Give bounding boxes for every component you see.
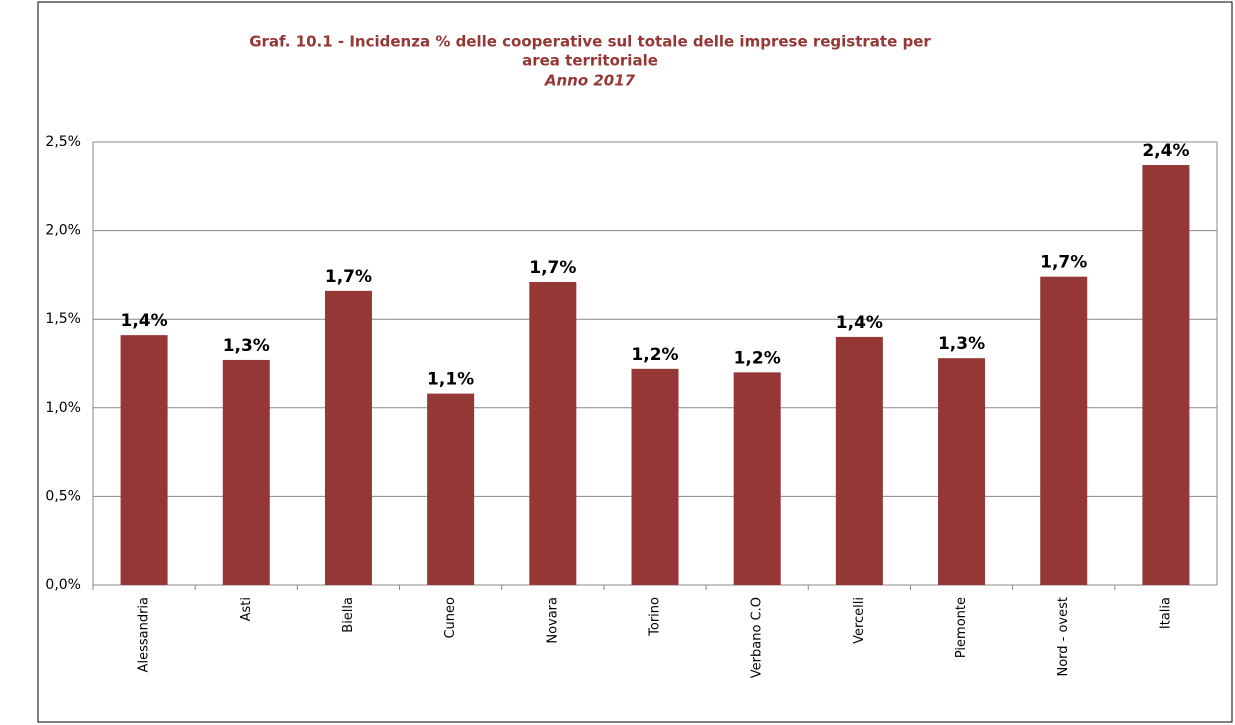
x-tick-label: Nord - ovest <box>1056 597 1071 677</box>
bar <box>938 358 986 585</box>
bar <box>427 393 475 585</box>
y-tick-label: 2,5% <box>45 134 81 150</box>
x-tick-label: Piemonte <box>954 597 969 658</box>
data-label: 1,3% <box>938 334 985 354</box>
bar <box>120 335 168 585</box>
data-label: 1,7% <box>529 258 576 278</box>
data-label: 1,1% <box>427 370 474 390</box>
data-label: 2,4% <box>1142 141 1189 161</box>
bar <box>733 372 781 585</box>
bar <box>222 359 270 585</box>
bar <box>631 368 679 585</box>
data-label: 1,7% <box>1040 253 1087 273</box>
bar <box>1142 165 1190 585</box>
x-tick-label: Vercelli <box>852 597 867 644</box>
bar <box>1040 276 1088 585</box>
bar <box>324 290 372 585</box>
x-tick-label: Verbano C.O <box>750 597 765 678</box>
x-tick-label: Asti <box>239 597 254 621</box>
data-label: 1,4% <box>836 313 883 333</box>
y-tick-label: 0,5% <box>45 488 81 504</box>
x-tick-label: Cuneo <box>443 597 458 639</box>
data-label: 1,3% <box>223 336 270 356</box>
x-tick-label: Novara <box>545 597 560 644</box>
bar <box>529 281 577 585</box>
y-tick-label: 2,0% <box>45 223 81 239</box>
x-tick-label: Torino <box>648 597 663 637</box>
data-label: 1,7% <box>325 267 372 287</box>
x-tick-label: Alessandria <box>137 597 152 672</box>
chart-subtitle: Anno 2017 <box>544 72 636 90</box>
y-tick-label: 1,0% <box>45 400 81 416</box>
data-label: 1,2% <box>734 348 781 368</box>
x-tick-label: Italia <box>1158 597 1173 629</box>
data-label: 1,4% <box>121 311 168 331</box>
y-tick-label: 1,5% <box>45 311 81 327</box>
data-label: 1,2% <box>631 345 678 365</box>
chart-title: area territoriale <box>522 52 658 70</box>
bar <box>835 336 883 585</box>
chart-title: Graf. 10.1 - Incidenza % delle cooperati… <box>249 33 931 51</box>
y-tick-label: 0,0% <box>45 577 81 593</box>
x-tick-label: Biella <box>341 597 356 633</box>
